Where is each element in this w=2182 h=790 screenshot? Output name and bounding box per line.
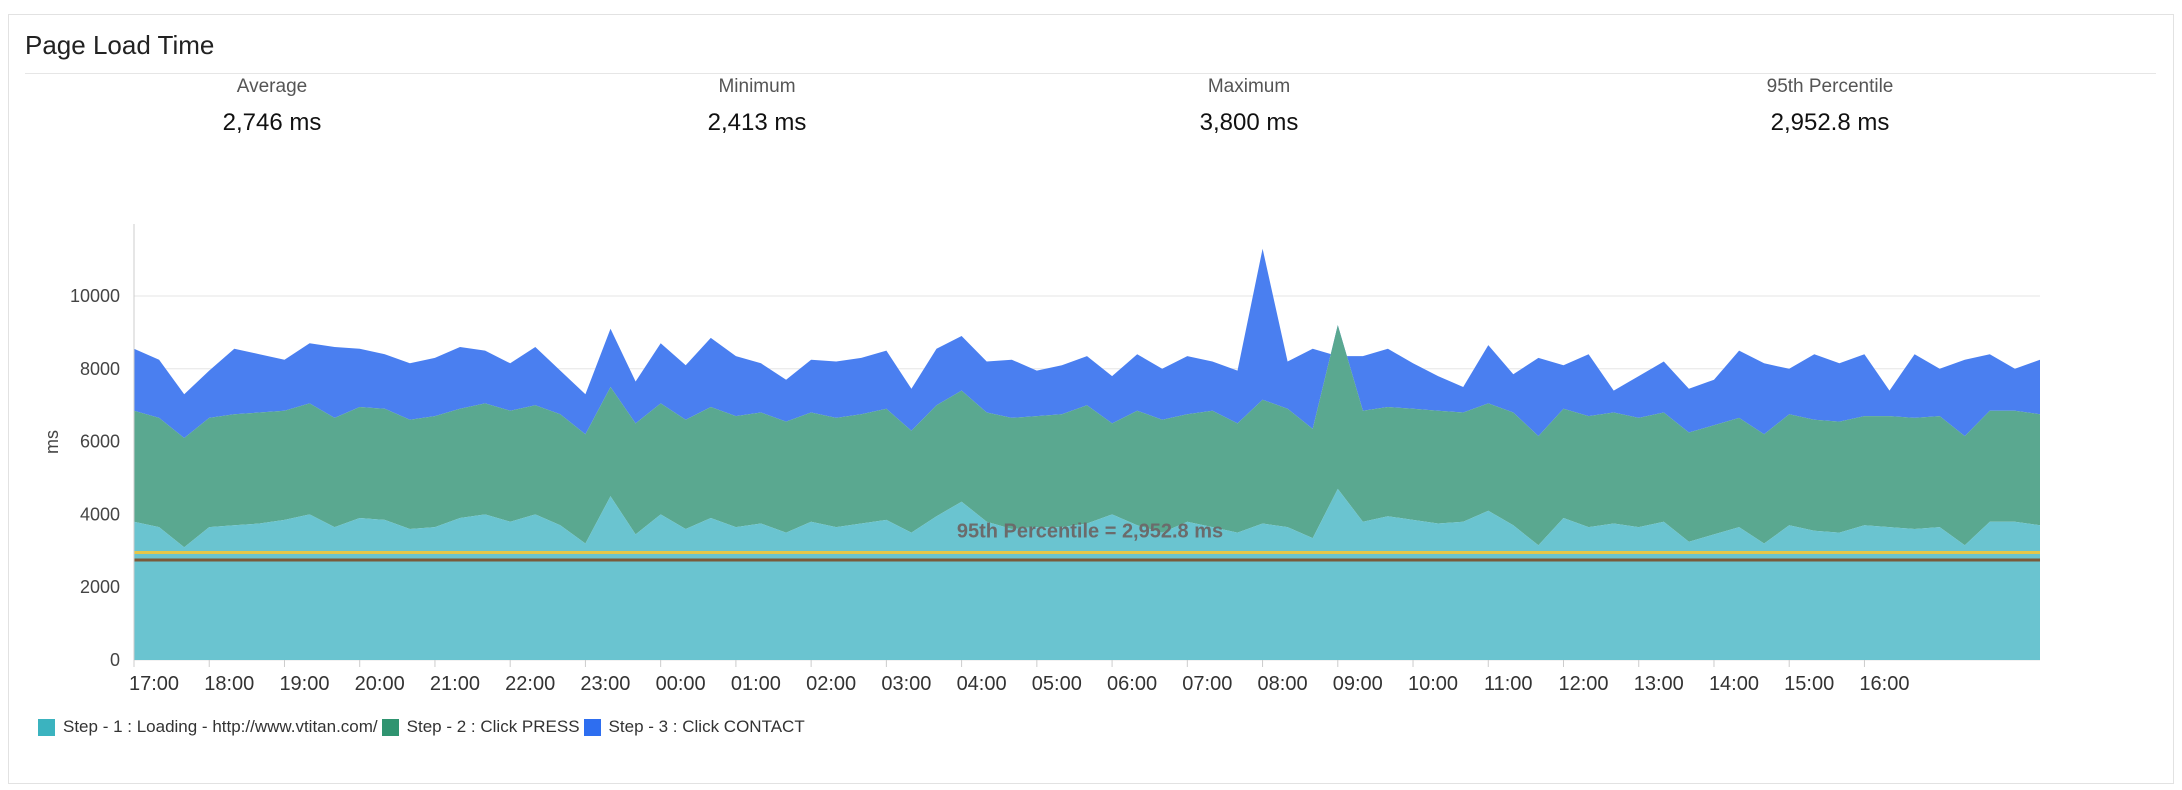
stat-maximum-label: Maximum [1207, 76, 1291, 97]
legend-label-step-2: Step - 2 : Click PRESS [406, 717, 580, 736]
y-tick-label: 2000 [80, 577, 120, 597]
x-tick-label: 06:00 [1107, 673, 1157, 695]
stat-maximum-value: 3,800 ms [1199, 109, 1299, 136]
legend-swatch-step-3 [583, 718, 601, 736]
stat-minimum-value: 2,413 ms [707, 109, 807, 136]
x-tick-label: 07:00 [1182, 673, 1232, 695]
x-tick-label: 15:00 [1784, 673, 1834, 695]
stat-average-value: 2,746 ms [222, 109, 322, 136]
x-tick-label: 01:00 [731, 673, 781, 695]
x-tick-label: 21:00 [430, 673, 480, 695]
x-tick-label: 10:00 [1408, 673, 1458, 695]
percentile-95-line-label: 95th Percentile = 2,952.8 ms [957, 521, 1223, 543]
x-tick-label: 00:00 [656, 673, 706, 695]
stat-minimum-label: Minimum [718, 76, 796, 97]
x-tick-label: 19:00 [279, 673, 329, 695]
x-tick-label: 20:00 [355, 673, 405, 695]
x-tick-label: 12:00 [1558, 673, 1608, 695]
stat-average-label: Average [236, 76, 308, 97]
x-tick-label: 09:00 [1333, 673, 1383, 695]
x-tick-label: 03:00 [881, 673, 931, 695]
x-tick-label: 04:00 [957, 673, 1007, 695]
stat-95th-percentile-value: 2,952.8 ms [1770, 109, 1890, 136]
legend-item-step-3[interactable]: Step - 3 : Click CONTACT [583, 717, 805, 737]
legend-item-step-2[interactable]: Step - 2 : Click PRESS [381, 717, 580, 737]
x-tick-label: 13:00 [1634, 673, 1684, 695]
x-tick-label: 02:00 [806, 673, 856, 695]
stat-minimum: Minimum 2,413 ms [607, 76, 907, 137]
legend-label-step-3: Step - 3 : Click CONTACT [608, 717, 805, 736]
stat-95th-percentile-label: 95th Percentile [1766, 76, 1894, 97]
x-tick-label: 16:00 [1859, 673, 1909, 695]
x-tick-label: 23:00 [580, 673, 630, 695]
y-tick-label: 4000 [80, 504, 120, 524]
y-axis-label: ms [42, 430, 62, 454]
y-tick-label: 8000 [80, 359, 120, 379]
page-title: Page Load Time [25, 30, 215, 60]
y-tick-label: 0 [110, 650, 120, 670]
area-series-step-3[interactable] [134, 248, 2040, 438]
legend-swatch-step-2 [381, 718, 399, 736]
chart-legend: Step - 1 : Loading - http://www.vtitan.c… [38, 717, 809, 737]
x-tick-label: 18:00 [204, 673, 254, 695]
x-tick-label: 05:00 [1032, 673, 1082, 695]
stat-average: Average 2,746 ms [122, 76, 422, 137]
x-tick-label: 08:00 [1258, 673, 1308, 695]
legend-item-step-1[interactable]: Step - 1 : Loading - http://www.vtitan.c… [38, 717, 378, 737]
x-tick-label: 22:00 [505, 673, 555, 695]
x-tick-label: 17:00 [129, 673, 179, 695]
x-tick-label: 14:00 [1709, 673, 1759, 695]
stat-maximum: Maximum 3,800 ms [1099, 76, 1399, 137]
legend-swatch-step-1 [38, 718, 55, 736]
stat-95th-percentile: 95th Percentile 2,952.8 ms [1680, 76, 1980, 137]
area-series-step-1[interactable] [134, 488, 2040, 660]
x-tick-label: 11:00 [1484, 673, 1533, 695]
y-tick-label: 6000 [80, 432, 120, 452]
legend-label-step-1: Step - 1 : Loading - http://www.vtitan.c… [63, 717, 378, 736]
title-divider [25, 73, 2156, 74]
y-tick-label: 10000 [70, 286, 120, 306]
area-series-step-2[interactable] [134, 325, 2040, 548]
